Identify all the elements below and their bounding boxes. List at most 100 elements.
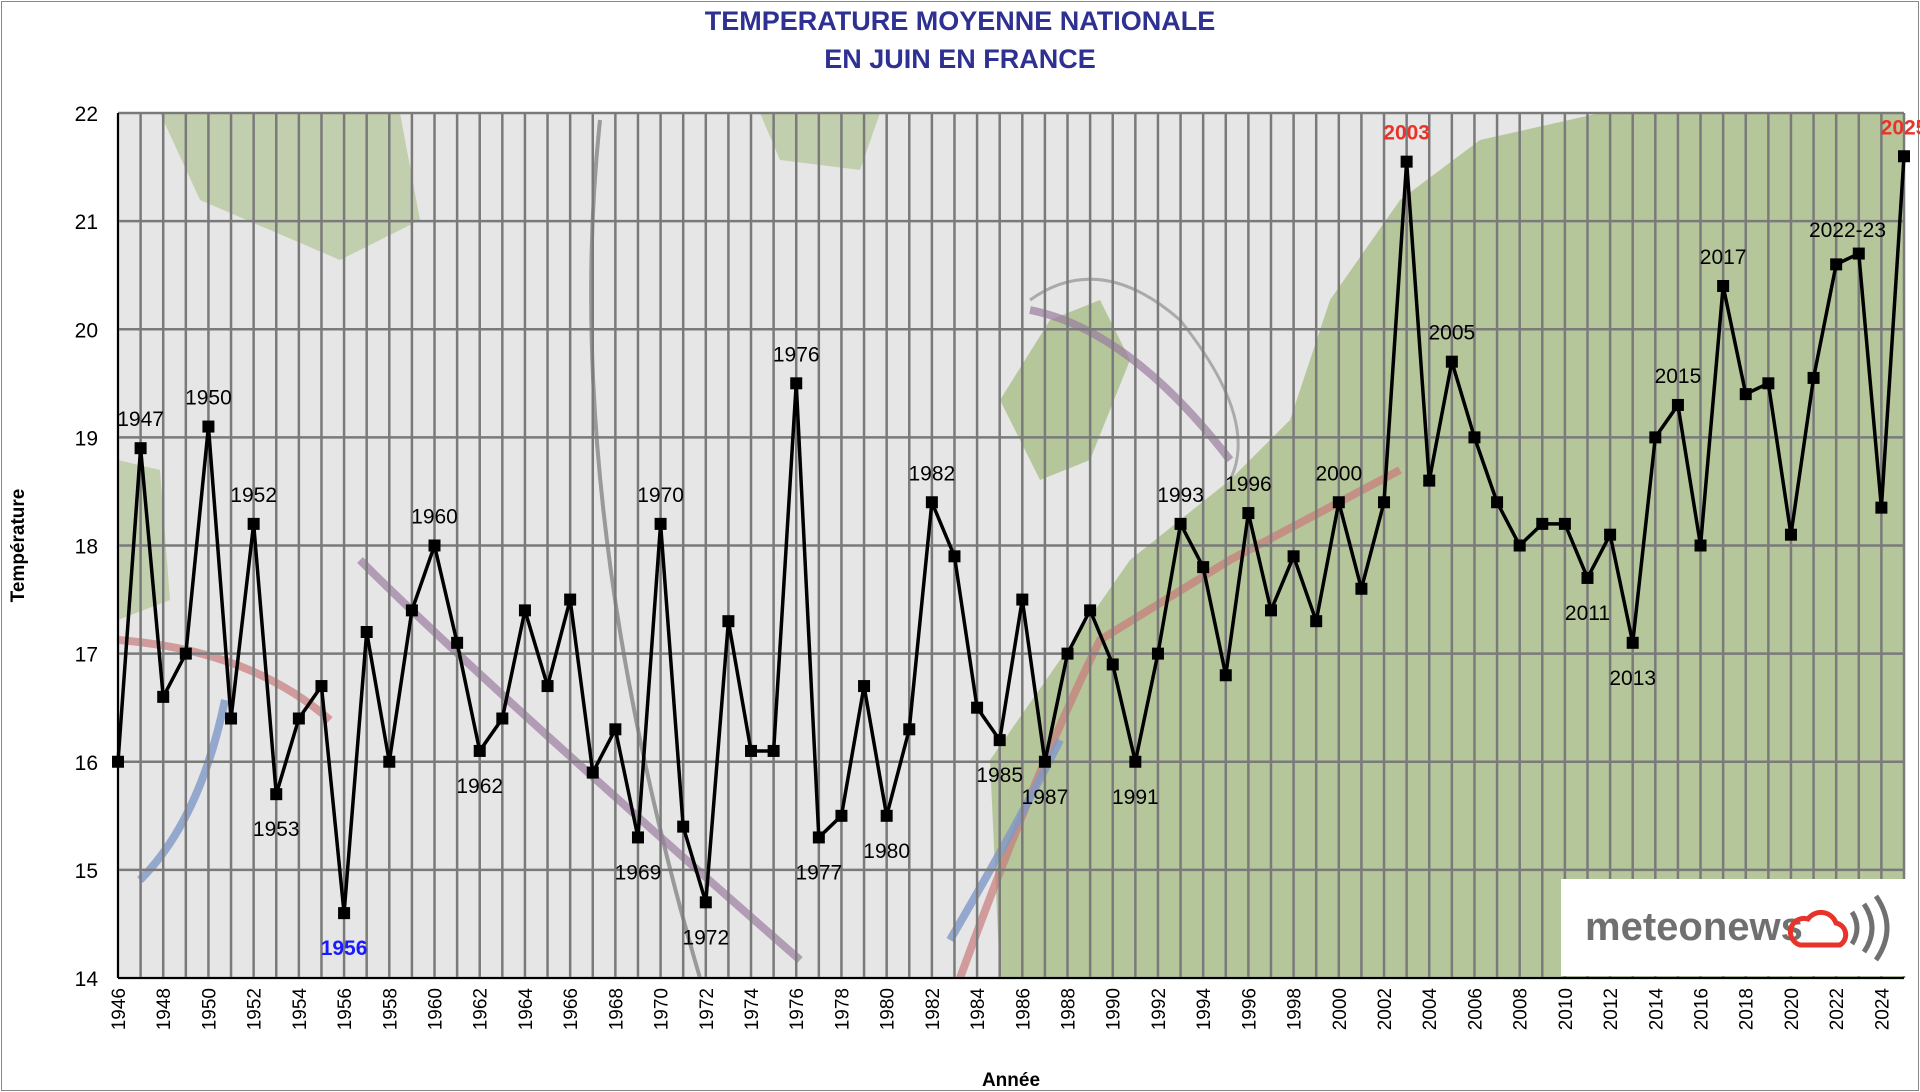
data-point <box>451 636 464 649</box>
x-tick-label: 1946 <box>109 988 130 1030</box>
data-point <box>858 680 871 693</box>
year-annotation: 2013 <box>1609 667 1656 690</box>
x-tick-label: 1954 <box>290 988 311 1031</box>
x-tick-label: 2004 <box>1420 988 1441 1031</box>
data-point <box>1061 647 1074 660</box>
data-point <box>993 734 1006 747</box>
y-tick-label: 16 <box>75 752 98 775</box>
x-tick-label: 1978 <box>832 988 853 1030</box>
y-tick-label: 14 <box>75 968 99 991</box>
data-point <box>270 788 283 801</box>
x-tick-label: 1996 <box>1239 988 1260 1030</box>
data-point <box>225 712 238 725</box>
data-point <box>1197 561 1210 574</box>
data-point <box>315 680 328 693</box>
x-tick-label: 1994 <box>1194 988 1215 1031</box>
year-annotation: 1953 <box>253 818 300 841</box>
year-annotation: 1996 <box>1225 473 1272 496</box>
x-tick-label: 2010 <box>1556 988 1577 1030</box>
annotations: 1947 1950 1952 1953 1956 1960 1962 1969 1970 1972… <box>117 116 1920 960</box>
year-annotation: 1952 <box>230 484 277 507</box>
x-tick-label: 1972 <box>697 988 718 1030</box>
x-tick-label: 2016 <box>1692 988 1713 1030</box>
data-point <box>1807 371 1820 384</box>
grid <box>116 111 1906 980</box>
x-tick-label: 2000 <box>1330 988 1351 1030</box>
x-tick-label: 1980 <box>878 988 899 1030</box>
year-annotation: 1976 <box>773 343 820 366</box>
x-tick-label: 2024 <box>1872 988 1893 1031</box>
year-annotation: 2025 <box>1881 116 1920 139</box>
x-tick-label: 1958 <box>380 988 401 1030</box>
data-point <box>812 831 825 844</box>
x-axis-title: Année <box>982 1070 1040 1091</box>
data-point <box>1378 496 1391 509</box>
logo-text: meteonews <box>1585 905 1803 949</box>
data-point <box>903 723 916 736</box>
x-tick-label: 1992 <box>1149 988 1170 1030</box>
x-tick-label: 1960 <box>426 988 447 1030</box>
data-point <box>790 377 803 390</box>
data-point <box>654 517 667 530</box>
data-point <box>496 712 509 725</box>
x-tick-label: 2022 <box>1827 988 1848 1030</box>
x-tick-label: 1984 <box>968 988 989 1031</box>
meteonews-logo: meteonews <box>1561 879 1910 976</box>
data-point <box>1491 496 1504 509</box>
year-annotation: 2015 <box>1655 365 1702 388</box>
year-annotation: 2022-23 <box>1809 219 1886 242</box>
data-point <box>1310 615 1323 628</box>
data-point <box>112 755 124 768</box>
data-point <box>925 496 938 509</box>
data-point <box>1332 496 1345 509</box>
data-point <box>677 820 690 833</box>
data-point <box>1762 377 1775 390</box>
x-tick-label: 2018 <box>1737 988 1758 1030</box>
data-point <box>1513 539 1526 552</box>
data-point <box>699 896 712 909</box>
data-point <box>1038 755 1051 768</box>
data-point <box>767 744 780 757</box>
year-annotation: 1960 <box>411 506 458 529</box>
data-point <box>1694 539 1707 552</box>
y-tick-label: 19 <box>75 427 98 450</box>
data-point <box>1400 155 1413 168</box>
x-tick-label: 1948 <box>154 988 175 1030</box>
x-tick-label: 2012 <box>1601 988 1622 1030</box>
x-tick-label: 1968 <box>606 988 627 1030</box>
data-point <box>1626 636 1639 649</box>
year-annotation: 2011 <box>1565 602 1610 625</box>
data-point <box>428 539 441 552</box>
data-point <box>1784 528 1797 541</box>
data-point <box>880 809 893 822</box>
year-annotation: 2000 <box>1315 462 1362 485</box>
data-point <box>383 755 396 768</box>
x-tick-label: 1982 <box>923 988 944 1030</box>
y-tick-label: 20 <box>75 319 98 342</box>
data-point <box>292 712 305 725</box>
x-tick-label: 1974 <box>742 988 763 1031</box>
x-tick-label: 1976 <box>787 988 808 1030</box>
y-tick-label: 15 <box>75 860 98 883</box>
data-point <box>1016 593 1029 606</box>
data-point <box>1445 355 1458 368</box>
x-tick-label: 1962 <box>471 988 492 1030</box>
data-point <box>1852 247 1865 260</box>
y-tick-label: 22 <box>75 103 98 126</box>
chart-title: TEMPERATURE MOYENNE NATIONALE <box>704 6 1216 36</box>
data-point <box>1106 658 1119 671</box>
data-point <box>1242 507 1255 520</box>
temperature-line <box>116 156 1906 914</box>
data-point <box>338 907 351 920</box>
data-point <box>631 831 644 844</box>
data-point <box>1219 669 1232 682</box>
data-point <box>541 680 554 693</box>
year-annotation: 1970 <box>637 484 684 507</box>
data-point <box>586 766 599 779</box>
y-tick-label: 21 <box>75 211 98 234</box>
data-point <box>564 593 577 606</box>
x-tick-label: 2002 <box>1375 988 1396 1030</box>
year-annotation: 1956 <box>321 937 368 960</box>
x-tick-label: 2008 <box>1511 988 1532 1030</box>
